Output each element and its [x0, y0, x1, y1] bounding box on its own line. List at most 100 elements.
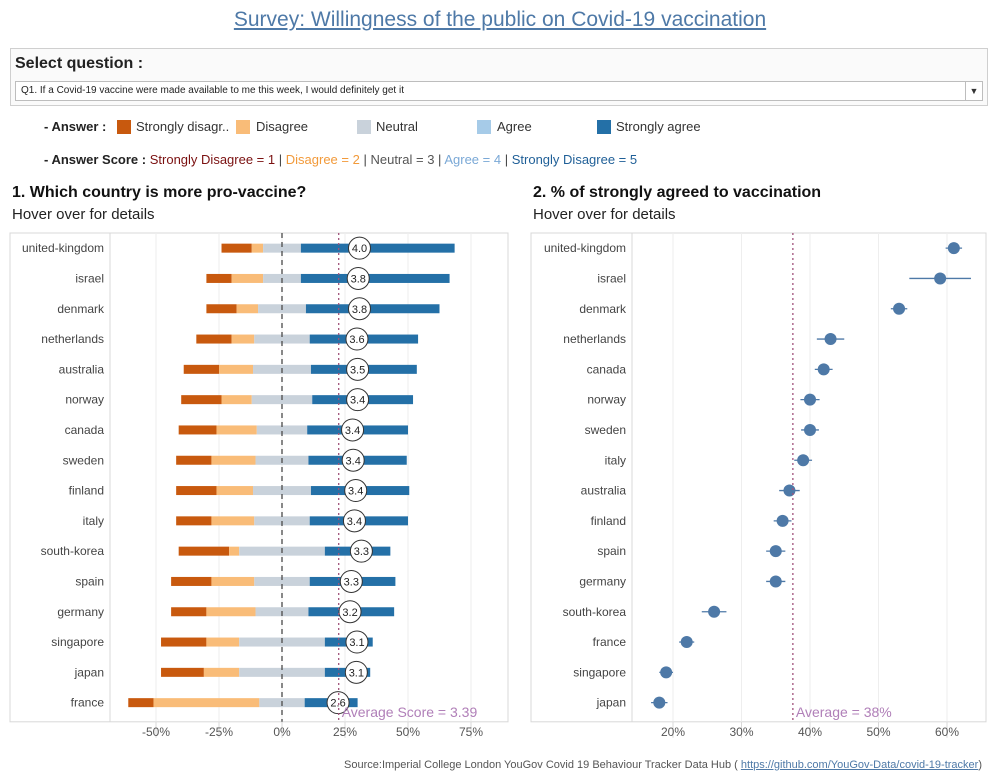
data-point: [653, 696, 666, 709]
score-key-separator: |: [438, 152, 442, 167]
score-key-item: Strongly Disagree = 1: [149, 152, 276, 167]
dot-plot-chart: 20% 30% 40% 50% 60% united-kingdom israel denma…: [530, 232, 987, 739]
category-label: netherlands: [563, 332, 626, 346]
legend-swatch-strongly-disagree: [117, 120, 131, 134]
score-circle: [349, 539, 373, 563]
bar-disagree: [211, 516, 255, 526]
bar-disagree: [206, 607, 256, 617]
bar-neutral: [239, 667, 325, 677]
bar-strongly-disagree: [181, 395, 222, 405]
category-label: united-kingdom: [544, 241, 626, 255]
score-label: 4.0: [352, 243, 367, 255]
bar-disagree: [231, 273, 264, 283]
bar-strongly-disagree: [178, 546, 230, 556]
score-label: 3.3: [354, 546, 369, 558]
bar-strongly-disagree: [206, 273, 232, 283]
category-label: spain: [75, 574, 104, 588]
score-label: 3.4: [350, 395, 365, 407]
x-tick-label: 0%: [273, 725, 291, 739]
x-tick-label: 25%: [333, 725, 357, 739]
data-point: [783, 484, 796, 497]
bar-strongly-disagree: [161, 667, 204, 677]
legend-swatch-strongly-agree: [597, 120, 611, 134]
x-tick-label: 60%: [935, 725, 959, 739]
legend-item-neutral[interactable]: Neutral: [376, 119, 418, 134]
score-circle: [347, 236, 371, 260]
score-label: 3.4: [346, 455, 361, 467]
score-label: 3.1: [349, 667, 364, 679]
bar-disagree: [216, 425, 257, 435]
category-label: singapore: [573, 665, 626, 679]
bar-disagree: [211, 576, 255, 586]
bar-strongly-disagree: [171, 607, 207, 617]
score-circle: [345, 327, 369, 351]
category-label: south-korea: [563, 605, 627, 619]
x-tick-label: 50%: [396, 725, 420, 739]
bar-disagree: [219, 364, 254, 374]
triangle-down-icon[interactable]: ▼: [965, 82, 982, 100]
score-label: 3.4: [348, 486, 363, 498]
question-selected-value: Q1. If a Covid-19 vaccine were made avai…: [21, 85, 404, 96]
bar-strongly-disagree: [161, 637, 207, 647]
category-label: canada: [587, 362, 627, 376]
category-label: germany: [579, 574, 626, 588]
score-label: 3.5: [350, 364, 365, 376]
bar-strongly-disagree: [206, 304, 237, 314]
bar-neutral: [256, 425, 308, 435]
chart-frame: [9, 232, 509, 723]
score-label: 3.4: [347, 516, 362, 528]
bar-disagree: [251, 243, 264, 253]
legend-swatch-disagree: [236, 120, 250, 134]
category-label: denmark: [579, 302, 627, 316]
score-circle: [338, 600, 362, 624]
score-key-item: Disagree = 2: [285, 152, 360, 167]
category-label: norway: [65, 393, 104, 407]
legend-swatch-agree: [477, 120, 491, 134]
bar-disagree: [211, 455, 256, 465]
bar-disagree: [231, 334, 255, 344]
score-label: 3.8: [351, 273, 366, 285]
data-point: [804, 393, 816, 406]
bar-strongly-disagree: [176, 516, 212, 526]
legend-item-strongly-agree[interactable]: Strongly agree: [616, 119, 701, 134]
bar-neutral: [254, 334, 310, 344]
data-point: [947, 242, 960, 255]
question-label: Select question :: [15, 55, 144, 72]
bar-strongly-disagree: [183, 364, 219, 374]
data-point: [769, 545, 782, 558]
score-circle: [346, 388, 370, 412]
score-key-separator: |: [363, 152, 367, 167]
bar-strongly-agree: [300, 243, 455, 253]
bar-disagree: [206, 637, 240, 647]
left-chart-title: 1. Which country is more pro-vaccine?: [12, 184, 307, 201]
data-point: [804, 423, 816, 436]
legend-item-agree[interactable]: Agree: [497, 119, 532, 134]
legend-item-disagree[interactable]: Disagree: [256, 119, 309, 134]
page-title: Survey: Willingness of the public on Cov…: [233, 8, 767, 31]
bar-disagree: [229, 546, 240, 556]
category-label: israel: [597, 271, 626, 285]
score-circle: [344, 660, 368, 684]
question-dropdown[interactable]: Q1. If a Covid-19 vaccine were made avai…: [15, 81, 983, 101]
category-label: italy: [83, 514, 104, 528]
score-circle: [346, 357, 370, 381]
diverging-bar-chart: -50% -25% 0% 25% 50% 75% united-kingdom 4.0 isra…: [9, 232, 509, 739]
bar-strongly-agree: [305, 304, 440, 314]
data-point: [817, 363, 830, 376]
score-label: 3.4: [345, 425, 360, 437]
x-tick-label: -25%: [205, 725, 233, 739]
score-circle: [345, 630, 369, 654]
category-label: canada: [65, 423, 105, 437]
category-label: australia: [581, 484, 627, 498]
legend-item-strongly-disagree[interactable]: Strongly disagr..: [136, 119, 230, 134]
score-circle: [342, 509, 366, 533]
category-label: france: [593, 635, 627, 649]
bar-strongly-disagree: [178, 425, 217, 435]
score-label: 3.2: [342, 607, 357, 619]
score-circle: [339, 569, 363, 593]
source-link[interactable]: https://github.com/YouGov-Data/covid-19-…: [740, 759, 979, 771]
question-filter: Select question : Q1. If a Covid-19 vacc…: [10, 48, 988, 106]
data-point: [797, 454, 810, 467]
bar-strongly-disagree: [171, 576, 212, 586]
bar-strongly-agree: [300, 273, 450, 283]
